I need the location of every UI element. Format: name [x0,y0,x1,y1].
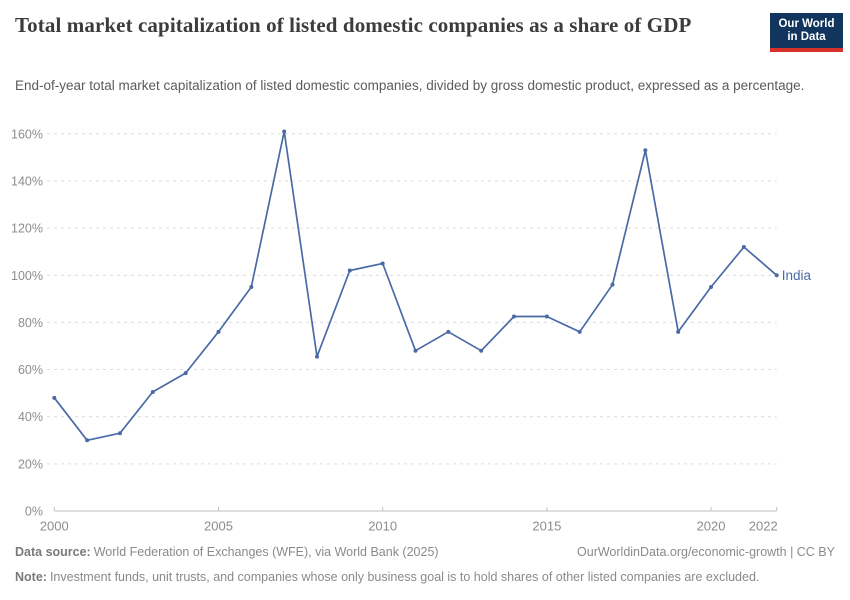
owid-logo-line2: in Data [787,31,826,43]
x-tick-label: 2000 [40,519,69,534]
page-title: Total market capitalization of listed do… [15,13,692,37]
y-tick-label: 40% [18,410,43,424]
y-tick-label: 160% [11,127,43,141]
series-line [53,130,778,442]
x-tick-label: 2020 [697,519,726,534]
chart-subtitle: End-of-year total market capitalization … [15,78,805,93]
y-tick-label: 0% [25,505,43,519]
data-point [709,285,714,290]
y-tick-label: 100% [11,269,43,283]
note-label: Note: [15,570,47,584]
x-tick-label: 2010 [368,519,397,534]
data-point [282,129,287,134]
data-point [85,438,90,443]
data-point [774,273,779,278]
x-tick-label: 2022 [749,519,778,534]
note-text: Investment funds, unit trusts, and compa… [49,570,760,584]
data-point [216,329,221,334]
data-point [676,329,681,334]
y-tick-label: 20% [18,457,43,471]
note-line: Note: Investment funds, unit trusts, and … [15,568,835,586]
data-point [183,371,188,376]
data-point [610,282,615,287]
owid-link[interactable]: OurWorldinData.org/economic-growth | CC … [577,545,835,559]
data-point [413,348,418,353]
x-tick-label: 2005 [204,519,233,534]
y-tick-label: 80% [18,316,43,330]
series-end-label: India [782,268,812,283]
data-point [52,395,57,400]
y-tick-label: 120% [11,222,43,236]
x-tick-label: 2015 [532,519,561,534]
data-point [544,314,549,319]
owid-logo-line1: Our World [778,18,835,30]
data-source-text: World Federation of Exchanges (WFE), via… [93,545,439,559]
owid-logo[interactable]: Our World in Data [770,13,843,52]
data-point [741,244,746,249]
chart-footer: Data source: World Federation of Exchange… [15,543,835,586]
data-point [643,148,648,153]
line-chart: 0% 20% 40% 60% 80% 100% 120% 140% 160% 2000 2005 20… [0,118,850,540]
line-chart-svg: 0% 20% 40% 60% 80% 100% 120% 140% 160% 2000 2005 20… [11,127,812,534]
y-tick-label: 140% [11,174,43,188]
data-point [380,261,385,266]
y-tick-label: 60% [18,363,43,377]
data-point [512,314,517,319]
data-point [117,431,122,436]
data-point [479,348,484,353]
data-point [150,389,155,394]
data-source-line: Data source: World Federation of Exchange… [15,543,439,561]
data-point [446,329,451,334]
data-point [347,268,352,273]
data-point [314,354,319,359]
data-point [577,329,582,334]
data-point [249,285,254,290]
data-source-label: Data source: [15,545,91,559]
